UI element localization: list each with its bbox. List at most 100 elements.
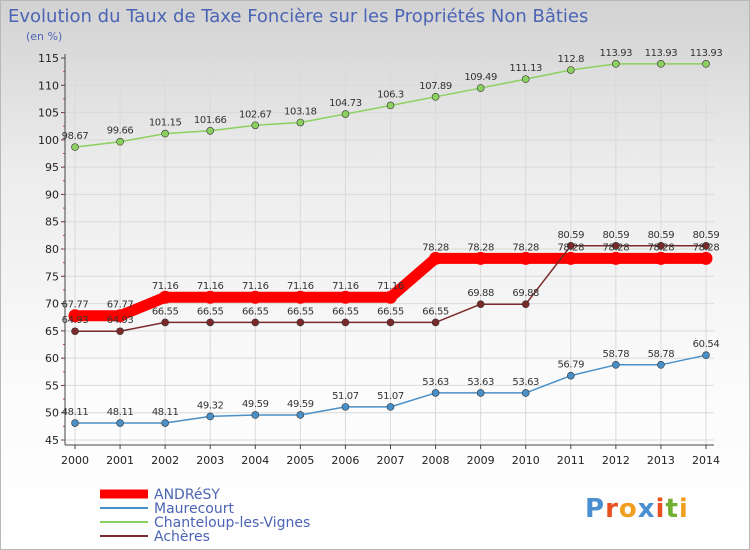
y-tick-label: 105 [38, 107, 59, 120]
data-label-chanteloup-les-vignes: 106.3 [377, 89, 404, 100]
data-label-andr-sy: 78.28 [603, 242, 630, 253]
data-label-chanteloup-les-vignes: 98.67 [62, 131, 89, 142]
data-label-maurecourt: 60.54 [693, 339, 720, 350]
y-tick-label: 95 [45, 161, 59, 174]
data-point-chanteloup-les-vignes [702, 60, 710, 68]
data-label-andr-sy: 71.16 [197, 281, 224, 292]
data-point-chanteloup-les-vignes [476, 84, 485, 92]
data-point-andr-sy [293, 290, 307, 304]
data-label-andr-sy: 78.28 [648, 242, 675, 253]
data-label-ach-res: 66.55 [377, 306, 404, 317]
data-point-ach-res [476, 300, 485, 309]
y-tick-label: 65 [45, 325, 59, 338]
data-point-chanteloup-les-vignes [431, 93, 440, 101]
data-label-andr-sy: 78.28 [512, 242, 539, 253]
data-point-chanteloup-les-vignes [206, 126, 215, 135]
data-label-maurecourt: 48.11 [62, 407, 89, 418]
data-label-chanteloup-les-vignes: 104.73 [329, 98, 362, 109]
data-point-maurecourt [386, 403, 395, 411]
data-label-andr-sy: 71.16 [152, 281, 179, 292]
y-tick-label: 60 [45, 352, 59, 365]
data-label-andr-sy: 78.28 [693, 242, 720, 253]
data-point-chanteloup-les-vignes [116, 137, 124, 146]
data-label-ach-res: 80.59 [557, 230, 584, 241]
y-tick-label: 55 [45, 379, 59, 392]
data-point-chanteloup-les-vignes [341, 110, 350, 118]
data-point-ach-res [161, 318, 169, 327]
data-label-andr-sy: 67.77 [107, 300, 134, 311]
data-point-maurecourt [206, 412, 215, 421]
data-point-ach-res [431, 318, 440, 327]
data-point-ach-res [206, 318, 215, 327]
data-point-chanteloup-les-vignes [612, 60, 620, 68]
data-label-maurecourt: 51.07 [377, 391, 404, 402]
data-point-andr-sy [519, 251, 533, 265]
data-label-maurecourt: 58.78 [603, 349, 630, 360]
data-point-andr-sy [248, 290, 262, 304]
y-tick-label: 85 [45, 216, 59, 229]
data-label-maurecourt: 53.63 [512, 377, 539, 388]
data-point-maurecourt [657, 361, 665, 369]
data-label-andr-sy: 71.16 [377, 281, 404, 292]
data-point-andr-sy [203, 290, 217, 304]
data-label-chanteloup-les-vignes: 102.67 [239, 109, 272, 120]
data-point-maurecourt [71, 419, 79, 427]
data-label-maurecourt: 53.63 [467, 377, 494, 388]
series-group [68, 60, 713, 427]
data-point-chanteloup-les-vignes [566, 66, 575, 74]
unit-label: (en %) [26, 30, 62, 43]
y-tick-label: 75 [45, 270, 59, 283]
data-point-andr-sy [338, 290, 352, 304]
data-label-andr-sy: 67.77 [62, 300, 89, 311]
data-label-maurecourt: 58.78 [648, 349, 675, 360]
data-label-ach-res: 80.59 [603, 230, 630, 241]
data-label-ach-res: 66.55 [422, 306, 449, 317]
x-tick-label: 2004 [241, 454, 269, 467]
data-label-chanteloup-les-vignes: 103.18 [284, 107, 317, 118]
data-label-maurecourt: 48.11 [107, 407, 134, 418]
data-label-ach-res: 66.55 [197, 306, 224, 317]
x-tick-label: 2007 [377, 454, 405, 467]
data-point-andr-sy [113, 309, 127, 323]
y-tick-label: 90 [45, 188, 59, 201]
data-label-andr-sy: 71.16 [287, 281, 314, 292]
axes: 45 50 55 60 65 70 75 80 85 90 95 100 105 110 115 2000 20… [38, 52, 720, 467]
data-point-maurecourt [612, 361, 620, 369]
y-tick-label: 110 [38, 79, 59, 92]
x-tick-label: 2010 [512, 454, 540, 467]
data-label-ach-res: 69.88 [512, 288, 539, 299]
data-point-maurecourt [702, 351, 710, 359]
data-point-maurecourt [521, 389, 530, 397]
data-point-andr-sy [609, 251, 623, 265]
x-tick-label: 2005 [286, 454, 314, 467]
data-label-chanteloup-les-vignes: 113.93 [600, 48, 633, 59]
legend-label-andr-sy: ANDRéSY [154, 487, 220, 503]
y-tick-label: 100 [38, 134, 59, 147]
data-label-maurecourt: 49.59 [242, 399, 269, 410]
data-point-ach-res [251, 318, 260, 327]
data-point-ach-res [71, 327, 79, 336]
data-point-maurecourt [116, 419, 124, 427]
data-label-ach-res: 80.59 [693, 230, 720, 241]
y-tick-label: 70 [45, 298, 59, 311]
data-label-chanteloup-les-vignes: 112.8 [557, 54, 584, 65]
data-point-ach-res [521, 300, 530, 309]
data-label-ach-res: 66.55 [287, 306, 314, 317]
data-label-chanteloup-les-vignes: 99.66 [107, 126, 134, 137]
data-point-maurecourt [161, 419, 169, 427]
data-point-maurecourt [476, 389, 485, 397]
data-point-ach-res [702, 241, 710, 250]
data-point-andr-sy [68, 309, 82, 323]
data-point-ach-res [341, 318, 350, 327]
x-tick-label: 2009 [467, 454, 495, 467]
data-point-chanteloup-les-vignes [386, 101, 395, 110]
data-label-ach-res: 69.88 [467, 288, 494, 299]
data-label-maurecourt: 48.11 [152, 407, 179, 418]
data-point-chanteloup-les-vignes [657, 60, 665, 68]
data-labels: 67.77 67.77 71.16 71.16 71.16 71.16 71.16 71.16… [62, 48, 723, 418]
data-point-ach-res [296, 318, 305, 327]
data-label-chanteloup-les-vignes: 109.49 [464, 72, 497, 83]
y-tick-label: 115 [38, 52, 59, 65]
data-label-ach-res: 80.59 [648, 230, 675, 241]
